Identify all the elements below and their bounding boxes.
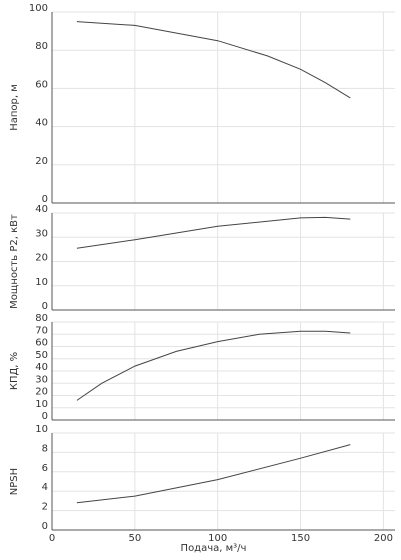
y-tick-label: 60 — [35, 79, 48, 90]
x-axis-label: Подача, м³/ч — [181, 543, 247, 554]
y-tick-label: 40 — [35, 118, 48, 129]
y-tick-label: 10 — [35, 399, 48, 410]
y-axis-label: Напор, м — [9, 84, 20, 131]
x-tick-label: 50 — [128, 533, 141, 544]
y-tick-label: 0 — [42, 194, 48, 205]
y-axis-label: КПД, % — [9, 352, 20, 390]
x-tick-label: 200 — [374, 533, 393, 544]
y-tick-label: 80 — [35, 41, 48, 52]
y-tick-label: 2 — [42, 502, 48, 513]
y-tick-label: 20 — [35, 253, 48, 264]
line-series — [76, 21, 351, 99]
y-tick-label: 70 — [35, 325, 48, 336]
x-tick-label: 100 — [208, 533, 227, 544]
y-tick-label: 6 — [42, 463, 48, 474]
y-tick-label: 20 — [35, 387, 48, 398]
y-tick-label: 50 — [35, 350, 48, 361]
line-series — [76, 216, 351, 249]
y-tick-label: 30 — [35, 374, 48, 385]
y-tick-label: 100 — [29, 3, 48, 14]
y-tick-label: 20 — [35, 156, 48, 167]
line-series — [76, 330, 351, 401]
y-tick-label: 10 — [35, 277, 48, 288]
y-tick-label: 0 — [42, 411, 48, 422]
x-tick-label: 0 — [49, 533, 55, 544]
line-series — [76, 444, 351, 504]
y-tick-label: 4 — [42, 482, 48, 493]
y-tick-label: 0 — [42, 301, 48, 312]
y-tick-label: 30 — [35, 228, 48, 239]
y-axis-label: NPSH — [9, 468, 20, 495]
y-tick-label: 80 — [35, 313, 48, 324]
y-tick-label: 0 — [42, 521, 48, 532]
y-tick-label: 60 — [35, 338, 48, 349]
y-tick-label: 10 — [35, 424, 48, 435]
y-axis-label: Мощность P2, кВт — [9, 214, 20, 309]
x-tick-label: 150 — [291, 533, 310, 544]
y-tick-label: 8 — [42, 443, 48, 454]
y-tick-label: 40 — [35, 362, 48, 373]
y-tick-label: 40 — [35, 204, 48, 215]
